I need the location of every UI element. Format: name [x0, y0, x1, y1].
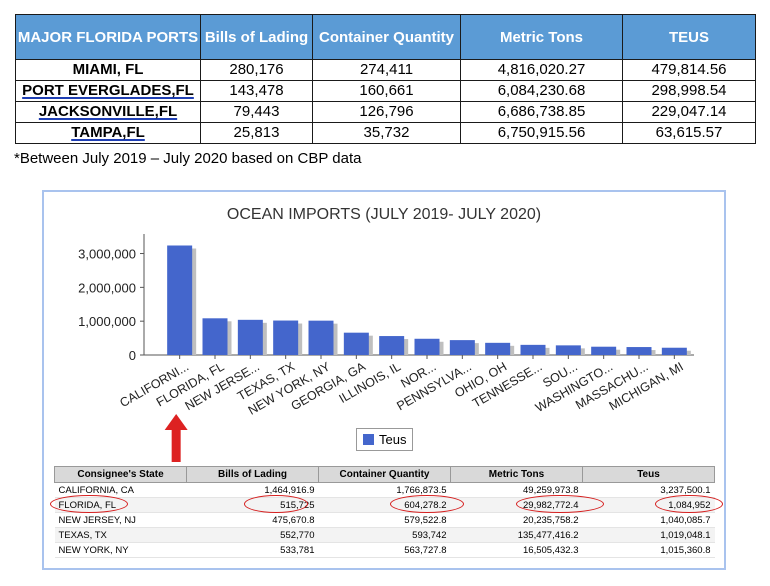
grid-cell-value: 593,742: [318, 527, 451, 543]
cell: 274,411: [312, 59, 461, 81]
port-name: MIAMI, FL: [15, 59, 201, 81]
cell: 4,816,020.27: [460, 59, 623, 81]
grid-cell-value: 1,464,916.9: [186, 482, 319, 498]
cell: 63,615.57: [622, 122, 756, 144]
legend-swatch: [363, 434, 374, 445]
footnote: *Between July 2019 – July 2020 based on …: [14, 150, 362, 167]
grid-cell-value: 1,040,085.7: [582, 512, 715, 528]
grid-header-row: Consignee's State Bills of Lading Contai…: [54, 466, 715, 483]
cell: 25,813: [200, 122, 313, 144]
grid-row[interactable]: NEW JERSEY, NJ 475,670.8 579,522.8 20,235,7…: [54, 512, 715, 528]
cell: 479,814.56: [622, 59, 756, 81]
ocean-imports-chart: 3,000,0002,000,0001,000,0000CALIFORNI...…: [78, 234, 694, 462]
cell: 298,998.54: [622, 80, 756, 102]
port-name-text: JACKSONVILLE,FL: [38, 103, 178, 120]
bar: [591, 346, 617, 355]
header-ports: MAJOR FLORIDA PORTS: [15, 14, 201, 60]
port-name: JACKSONVILLE,FL: [15, 101, 201, 123]
bar: [379, 336, 405, 355]
grid-header-container[interactable]: Container Quantity: [318, 466, 451, 483]
state-data-grid: Consignee's State Bills of Lading Contai…: [54, 466, 715, 558]
highlight-florida-container: [390, 495, 464, 513]
bar: [343, 332, 369, 355]
grid-header-bills[interactable]: Bills of Lading: [186, 466, 319, 483]
grid-cell-value: 533,781: [186, 542, 319, 558]
bar: [202, 318, 228, 355]
ports-row: TAMPA,FL 25,813 35,732 6,750,915.56 63,6…: [15, 122, 756, 144]
y-tick-label: 3,000,000: [78, 247, 136, 262]
cell: 160,661: [312, 80, 461, 102]
grid-cell-value: 1,015,360.8: [582, 542, 715, 558]
bar: [485, 342, 511, 355]
grid-cell-state: NEW JERSEY, NJ: [54, 512, 187, 528]
chart-title: OCEAN IMPORTS (JULY 2019- JULY 2020): [226, 206, 542, 223]
grid-cell-value: 1,766,873.5: [318, 482, 451, 498]
port-name: TAMPA,FL: [15, 122, 201, 144]
grid-cell-state: TEXAS, TX: [54, 527, 187, 543]
grid-header-state[interactable]: Consignee's State: [54, 466, 187, 483]
cell: 6,084,230.68: [460, 80, 623, 102]
bar: [273, 320, 299, 355]
grid-header-metric-tons[interactable]: Metric Tons: [450, 466, 583, 483]
port-name: PORT EVERGLADES,FL: [15, 80, 201, 102]
grid-cell-value: 563,727.8: [318, 542, 451, 558]
legend-label: Teus: [379, 432, 407, 447]
header-metric-tons: Metric Tons: [460, 14, 623, 60]
cell: 229,047.14: [622, 101, 756, 123]
highlight-florida-bills: [244, 495, 308, 513]
cell: 35,732: [312, 122, 461, 144]
bar: [167, 245, 193, 355]
grid-header-teus[interactable]: Teus: [582, 466, 715, 483]
port-name-text: TAMPA,FL: [71, 124, 145, 141]
chart-panel: 3,000,000 2,000,000 1,000,000 0 CALIFORNI...…: [42, 190, 726, 570]
grid-cell-value: 20,235,758.2: [450, 512, 583, 528]
ports-row: PORT EVERGLADES,FL 143,478 160,661 6,084…: [15, 80, 756, 102]
grid-cell-value: 3,237,500.1: [582, 482, 715, 498]
highlight-florida-state: [50, 495, 128, 513]
cell: 143,478: [200, 80, 313, 102]
grid-row[interactable]: NEW YORK, NY 533,781 563,727.8 16,505,432.3…: [54, 542, 715, 558]
highlight-florida-teus: [655, 495, 723, 513]
bar: [414, 338, 440, 355]
header-bills: Bills of Lading: [200, 14, 313, 60]
bar: [626, 347, 652, 355]
bar: [555, 345, 581, 355]
grid-cell-value: 1,019,048.1: [582, 527, 715, 543]
cell: 79,443: [200, 101, 313, 123]
port-name-text: PORT EVERGLADES,FL: [22, 82, 194, 99]
y-tick-label: 1,000,000: [78, 314, 136, 329]
ports-row: JACKSONVILLE,FL 79,443 126,796 6,686,738…: [15, 101, 756, 123]
grid-cell-value: 552,770: [186, 527, 319, 543]
cell: 6,750,915.56: [460, 122, 623, 144]
cell: 6,686,738.85: [460, 101, 623, 123]
grid-cell-value: 579,522.8: [318, 512, 451, 528]
grid-cell-value: 16,505,432.3: [450, 542, 583, 558]
y-tick-label: 2,000,000: [78, 280, 136, 295]
cell: 126,796: [312, 101, 461, 123]
highlight-florida-metric-tons: [516, 495, 604, 513]
grid-cell-value: 475,670.8: [186, 512, 319, 528]
red-arrow-icon: [164, 414, 188, 462]
bar: [661, 347, 687, 355]
ports-header-row: MAJOR FLORIDA PORTS Bills of Lading Cont…: [15, 14, 756, 60]
chart-legend: Teus: [356, 428, 414, 451]
bar: [308, 320, 334, 355]
ports-table: MAJOR FLORIDA PORTS Bills of Lading Cont…: [15, 14, 756, 144]
grid-cell-value: 135,477,416.2: [450, 527, 583, 543]
grid-cell-state: NEW YORK, NY: [54, 542, 187, 558]
header-teus: TEUS: [622, 14, 756, 60]
grid-row[interactable]: TEXAS, TX 552,770 593,742 135,477,416.2 1,01…: [54, 527, 715, 543]
cell: 280,176: [200, 59, 313, 81]
ports-row: MIAMI, FL 280,176 274,411 4,816,020.27 4…: [15, 59, 756, 81]
grid-cell-value: 49,259,973.8: [450, 482, 583, 498]
bar: [237, 319, 263, 355]
y-tick-label: 0: [129, 348, 136, 363]
bar: [449, 340, 475, 355]
grid-row[interactable]: CALIFORNIA, CA 1,464,916.9 1,766,873.5 49,2…: [54, 482, 715, 498]
bar: [520, 344, 546, 355]
grid-row[interactable]: FLORIDA, FL 515,725 604,278.2 29,982,772.4 1…: [54, 497, 715, 513]
header-container: Container Quantity: [312, 14, 461, 60]
